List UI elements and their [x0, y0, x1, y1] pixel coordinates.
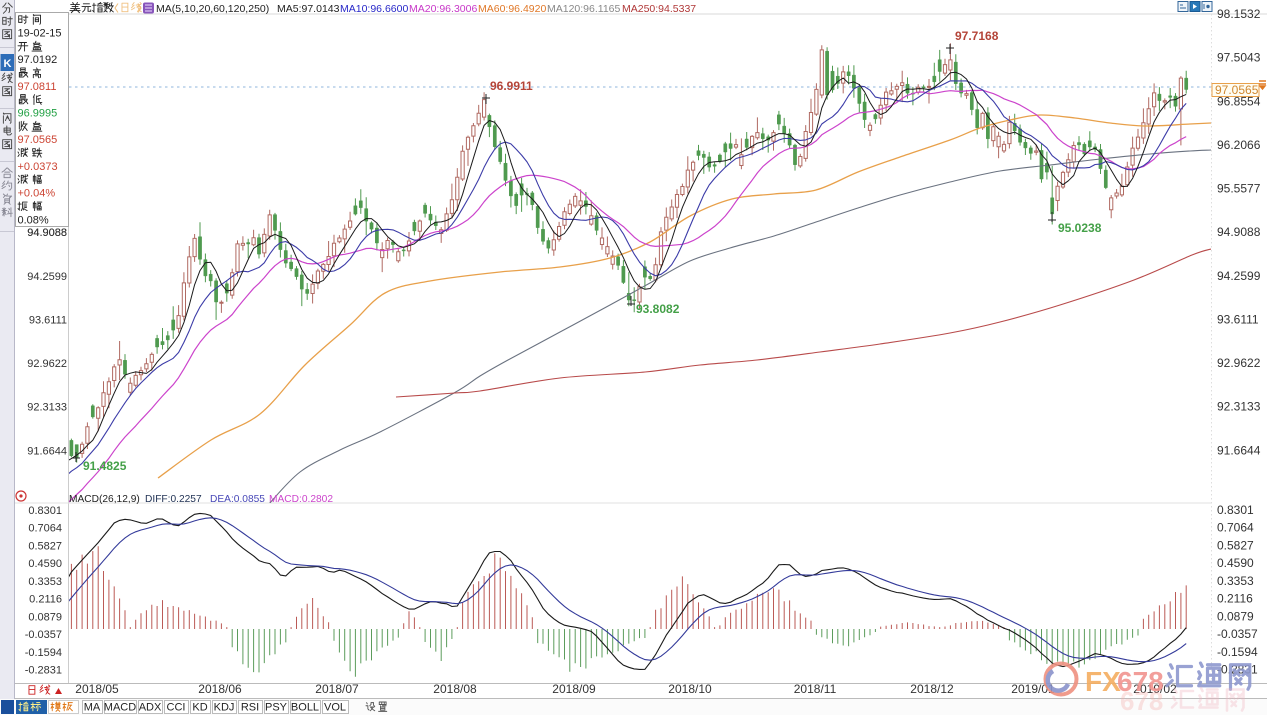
svg-text:92.3133: 92.3133 — [27, 402, 67, 414]
svg-text:98.1532: 98.1532 — [1217, 7, 1261, 21]
svg-text:-0.1594: -0.1594 — [1217, 645, 1258, 659]
svg-text:97.0811: 97.0811 — [18, 81, 57, 93]
svg-text:VOL: VOL — [324, 702, 346, 714]
svg-text:95.0238: 95.0238 — [1058, 221, 1102, 235]
svg-text:DIFF:0.2257: DIFF:0.2257 — [145, 494, 202, 505]
svg-text:0.5827: 0.5827 — [1217, 538, 1254, 552]
svg-text:92.9622: 92.9622 — [27, 358, 67, 370]
svg-text:KDJ: KDJ — [214, 702, 235, 714]
svg-text:96.8554: 96.8554 — [1217, 94, 1261, 108]
svg-text:0.8301: 0.8301 — [1217, 503, 1254, 517]
svg-text:MACD:0.2802: MACD:0.2802 — [269, 494, 333, 505]
svg-text:0.7064: 0.7064 — [1217, 521, 1254, 535]
svg-text:+0.04%: +0.04% — [18, 188, 56, 200]
svg-text:678: 678 — [1117, 666, 1164, 697]
svg-text:95.5577: 95.5577 — [1217, 182, 1261, 196]
svg-text:2018/05: 2018/05 — [75, 682, 119, 696]
svg-text:0.08%: 0.08% — [18, 214, 49, 226]
svg-text:0.7064: 0.7064 — [28, 523, 62, 535]
svg-text:MA(5,10,20,60,120,250): MA(5,10,20,60,120,250) — [156, 3, 269, 15]
svg-text:+0.0373: +0.0373 — [18, 161, 58, 173]
svg-text:2018/06: 2018/06 — [198, 682, 242, 696]
svg-text:-0.2831: -0.2831 — [25, 665, 62, 677]
svg-text:MA20:96.3006: MA20:96.3006 — [409, 3, 477, 15]
svg-text:97.5043: 97.5043 — [1217, 51, 1261, 65]
svg-text:-0.0357: -0.0357 — [1217, 627, 1258, 641]
svg-text:93.6111: 93.6111 — [1217, 312, 1259, 326]
svg-text:96.2066: 96.2066 — [1217, 138, 1261, 152]
svg-text:FX: FX — [1085, 666, 1121, 697]
svg-text:MA60:96.4920: MA60:96.4920 — [478, 3, 546, 15]
svg-text:0.2116: 0.2116 — [1217, 592, 1253, 606]
svg-text:0.8301: 0.8301 — [28, 505, 62, 517]
svg-text:MA: MA — [84, 702, 101, 714]
svg-text:DEA:0.0855: DEA:0.0855 — [210, 494, 265, 505]
svg-text:91.6644: 91.6644 — [1217, 443, 1261, 457]
svg-text:2018/12: 2018/12 — [910, 682, 954, 696]
svg-text:2019/01: 2019/01 — [1011, 682, 1055, 696]
svg-text:92.9622: 92.9622 — [1217, 356, 1261, 370]
svg-text:97.0565: 97.0565 — [1215, 83, 1259, 97]
svg-text:2018/08: 2018/08 — [433, 682, 477, 696]
svg-text:PSY: PSY — [265, 702, 288, 714]
svg-text:94.9088: 94.9088 — [1217, 225, 1261, 239]
svg-text:0.2116: 0.2116 — [29, 594, 62, 606]
svg-text:96.9995: 96.9995 — [18, 107, 58, 119]
svg-text:BOLL: BOLL — [291, 702, 319, 714]
svg-text:2018/07: 2018/07 — [315, 682, 359, 696]
svg-text:KD: KD — [192, 702, 207, 714]
svg-text:MA120:96.1165: MA120:96.1165 — [547, 3, 621, 15]
svg-text:94.2599: 94.2599 — [27, 271, 67, 283]
svg-text:MA250:94.5337: MA250:94.5337 — [622, 3, 696, 15]
svg-text:96.9911: 96.9911 — [490, 79, 533, 93]
svg-text:0.5827: 0.5827 — [28, 540, 62, 552]
svg-text:-0.0357: -0.0357 — [25, 629, 62, 641]
svg-text:0.3353: 0.3353 — [28, 576, 62, 588]
svg-text:93.8082: 93.8082 — [636, 302, 680, 316]
svg-text:0.0879: 0.0879 — [28, 611, 62, 623]
svg-text:CCI: CCI — [167, 702, 186, 714]
svg-text:-0.1594: -0.1594 — [25, 647, 62, 659]
svg-text:97.0192: 97.0192 — [18, 54, 58, 66]
svg-text:2018/09: 2018/09 — [552, 682, 596, 696]
svg-text:0.4590: 0.4590 — [28, 558, 62, 570]
svg-text:2018/11: 2018/11 — [794, 682, 837, 696]
svg-text:MA10:96.6600: MA10:96.6600 — [340, 3, 408, 15]
svg-text:94.9088: 94.9088 — [27, 227, 67, 239]
svg-text:92.3133: 92.3133 — [1217, 400, 1261, 414]
svg-text:ADX: ADX — [139, 702, 162, 714]
svg-text:91.6644: 91.6644 — [27, 445, 67, 457]
svg-text:0.3353: 0.3353 — [1217, 574, 1254, 588]
svg-text:K: K — [4, 58, 12, 70]
svg-text:19-02-15: 19-02-15 — [18, 27, 62, 39]
svg-text:91.4825: 91.4825 — [83, 459, 127, 473]
svg-text:93.6111: 93.6111 — [29, 314, 67, 326]
svg-text:94.2599: 94.2599 — [1217, 269, 1261, 283]
svg-text:97.7168: 97.7168 — [955, 29, 999, 43]
svg-text:RSI: RSI — [241, 702, 259, 714]
svg-text:678: 678 — [1120, 686, 1163, 715]
svg-text:MACD(26,12,9): MACD(26,12,9) — [69, 494, 140, 505]
svg-text:2018/10: 2018/10 — [668, 682, 712, 696]
svg-text:MA5:97.0143: MA5:97.0143 — [277, 3, 340, 15]
svg-text:0.0879: 0.0879 — [1217, 609, 1254, 623]
svg-text:0.4590: 0.4590 — [1217, 556, 1254, 570]
svg-text:MACD: MACD — [104, 702, 136, 714]
svg-text:94.9088: 94.9088 — [27, 227, 67, 239]
svg-text:97.0565: 97.0565 — [18, 134, 58, 146]
